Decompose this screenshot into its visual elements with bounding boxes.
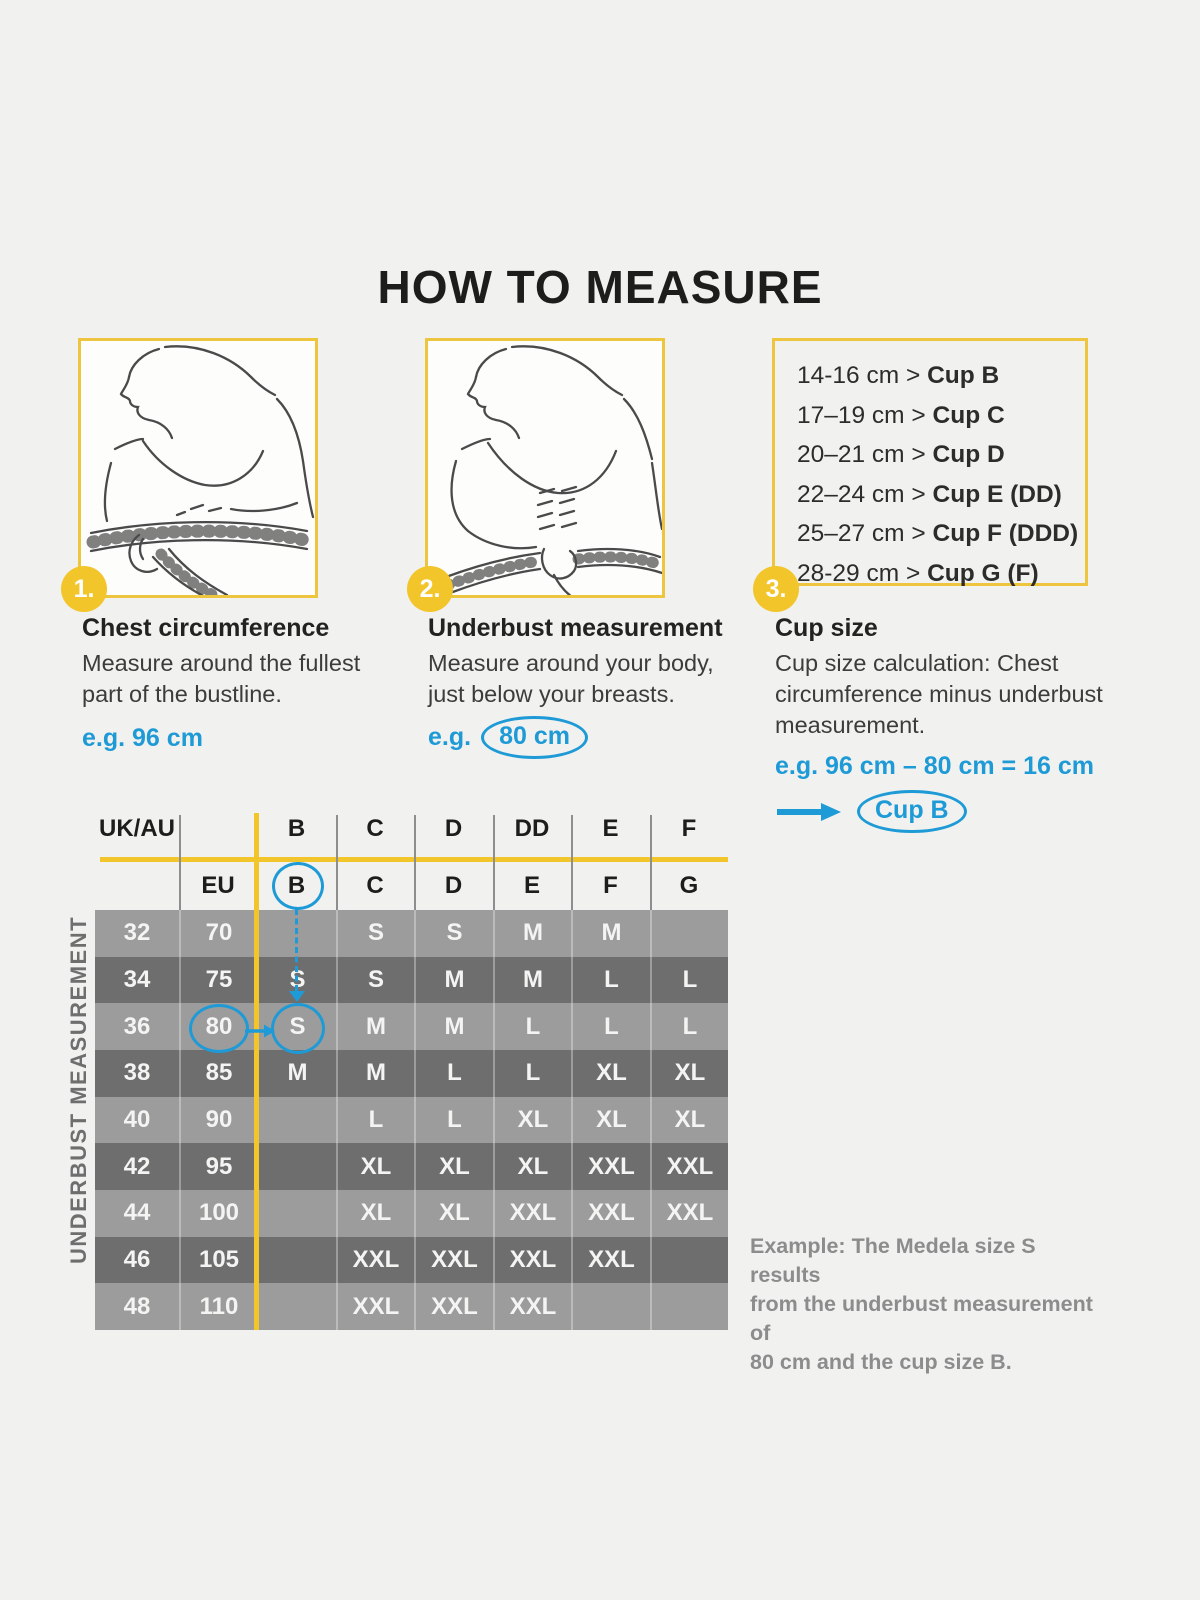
size-conversion-table: UK/AU B C D DD E F EU B C D E F G 32 70 S S… bbox=[95, 800, 728, 1331]
step-1-heading: Chest circumference bbox=[82, 614, 330, 642]
header-separator bbox=[571, 815, 573, 910]
step-2-badge: 2. bbox=[407, 566, 453, 612]
ukau-cup-header: E bbox=[602, 814, 619, 842]
bust-measuring-illustration bbox=[86, 345, 315, 595]
ukau-cup-header: B bbox=[287, 814, 306, 842]
table-row: 46 105 XXL XXL XXL XXL bbox=[95, 1236, 728, 1284]
table-row: 48 110 XXL XXL XXL bbox=[95, 1283, 728, 1331]
cup-chart-row: 20–21 cm > Cup D bbox=[797, 441, 1005, 468]
header-separator bbox=[336, 815, 338, 910]
table-row: 38 85 M M L L XL XL bbox=[95, 1050, 728, 1097]
table-row: 42 95 XL XL XL XXL XXL bbox=[95, 1143, 728, 1191]
chest-measure-illustration-box bbox=[78, 338, 318, 598]
cup-size-chart: 14-16 cm > Cup B 17–19 cm > Cup C 20–21 … bbox=[775, 341, 1085, 593]
step-3-badge: 3. bbox=[753, 566, 799, 612]
highlighted-cup-result: Cup B bbox=[857, 790, 967, 833]
table-row: 44 100 XL XL XXL XXL XXL bbox=[95, 1190, 728, 1237]
table-body: 32 70 S S M M 34 75 S S M M L L 36 80 S M M L L L 38 85 M M L L X… bbox=[95, 910, 728, 1331]
page-title: HOW TO MEASURE bbox=[377, 261, 823, 313]
table-row: 34 75 S S M M L L bbox=[95, 956, 728, 1004]
cup-b-trace-arrowhead-icon bbox=[289, 991, 305, 1002]
ukau-cup-header: F bbox=[681, 814, 697, 842]
underbust-measuring-illustration bbox=[442, 345, 662, 595]
step-3-description: Cup size calculation: Chest circumferenc… bbox=[775, 650, 1103, 738]
header-separator bbox=[414, 815, 416, 910]
cup-chart-row: 25–27 cm > Cup F (DDD) bbox=[797, 520, 1079, 547]
ukau-cup-header: DD bbox=[514, 814, 550, 842]
example-note: Example: The Medela size S results from … bbox=[750, 1234, 1093, 1374]
eu-cup-header: F bbox=[603, 872, 618, 899]
step-2-text: Underbust measurement Measure around you… bbox=[428, 614, 768, 710]
step-2-example: e.g. 80 cm bbox=[428, 716, 588, 759]
row-trace-arrow-icon bbox=[245, 1024, 275, 1038]
underbust-80-highlight-circle bbox=[189, 1004, 249, 1053]
step-3-heading: Cup size bbox=[775, 614, 878, 642]
table-row: 32 70 S S M M bbox=[95, 910, 728, 957]
step-1-text: Chest circumference Measure around the f… bbox=[82, 614, 422, 710]
eu-cup-header: C bbox=[366, 872, 384, 899]
eu-cup-header: D bbox=[444, 872, 463, 899]
ukau-cup-header: C bbox=[366, 814, 384, 842]
size-s-highlight-circle bbox=[271, 1003, 325, 1054]
table-row: 40 90 L L XL XL XL bbox=[95, 1096, 728, 1144]
step-1-badge: 1. bbox=[61, 566, 107, 612]
header-separator bbox=[493, 815, 495, 910]
step-3-text: Cup size Cup size calculation: Chest cir… bbox=[775, 614, 1135, 741]
eu-cup-header: G bbox=[679, 872, 699, 899]
cup-chart-row: 14-16 cm > Cup B bbox=[797, 362, 1000, 389]
cup-b-trace-dashed-line bbox=[295, 909, 298, 991]
eu-header-label: EU bbox=[201, 872, 235, 899]
ukau-header-label: UK/AU bbox=[99, 814, 175, 842]
table-header-ukau: UK/AU B C D DD E F bbox=[95, 800, 728, 857]
step-2-heading: Underbust measurement bbox=[428, 614, 723, 642]
ukau-cup-header: D bbox=[444, 814, 463, 842]
eu-cup-b-highlight-circle bbox=[272, 862, 324, 910]
underbust-measure-illustration-box bbox=[425, 338, 665, 598]
header-separator bbox=[179, 815, 181, 910]
eu-cup-header: E bbox=[523, 872, 540, 899]
result-arrow-icon bbox=[777, 802, 841, 821]
table-header-eu: EU B C D E F G bbox=[95, 862, 728, 910]
header-separator bbox=[650, 815, 652, 910]
cup-chart-row: 17–19 cm > Cup C bbox=[797, 401, 1005, 429]
highlighted-underbust-value: 80 cm bbox=[481, 716, 588, 759]
cup-chart-row: 28-29 cm > Cup G (F) bbox=[797, 559, 1039, 587]
cup-b-column-guide-line bbox=[254, 813, 259, 1330]
step-2-description: Measure around your body, just below you… bbox=[428, 650, 714, 707]
step-1-description: Measure around the fullest part of the b… bbox=[82, 650, 361, 707]
cup-size-result: Cup B bbox=[775, 790, 967, 833]
cup-size-formula-example: e.g. 96 cm – 80 cm = 16 cm bbox=[775, 752, 1094, 780]
cup-size-chart-box: 14-16 cm > Cup B 17–19 cm > Cup C 20–21 … bbox=[772, 338, 1088, 587]
cup-chart-row: 22–24 cm > Cup E (DD) bbox=[797, 480, 1062, 508]
underbust-measurement-axis-label: UNDERBUST MEASUREMENT bbox=[66, 915, 91, 1265]
step-1-example: e.g. 96 cm bbox=[82, 724, 203, 752]
